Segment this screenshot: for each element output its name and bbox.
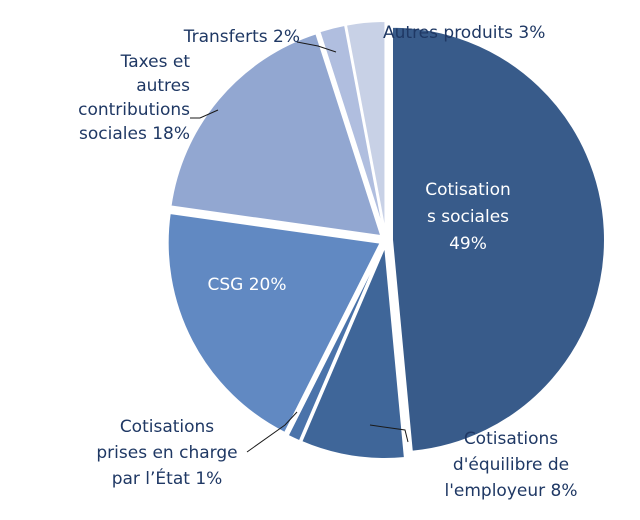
leader-line-5 [296,41,337,53]
slice-label-6: Autres produits 3% [383,23,545,43]
slice-label-4-line-0: Taxes et [120,52,191,72]
slice-label-5: Transferts 2% [183,27,300,47]
slice-label-2: Cotisations prises en charge par l’État 1% [96,417,237,489]
leader-line-2 [246,411,298,453]
slice-label-0-line-2: 49% [449,234,487,254]
slice-label-4-line-3: sociales 18% [79,124,190,144]
pie-slices [166,20,606,460]
leader-line-1 [369,424,409,443]
slice-label-0: Cotisation s sociales 49% [425,180,511,254]
slice-label-4-line-1: autres [136,76,190,96]
pie-slice-6 [344,20,387,235]
slice-label-1-line-1: d'équilibre de [453,455,569,475]
slice-label-2-line-0: Cotisations [120,417,214,437]
slice-label-1: Cotisations d'équilibre de l'employeur 8% [445,429,578,501]
pie-slice-4 [169,32,383,238]
pie-slice-1 [299,245,407,460]
slice-label-1-line-0: Cotisations [464,429,558,449]
pie-slice-2 [286,244,385,443]
slice-label-3-line-0: CSG 20% [207,275,286,295]
slice-label-2-line-1: prises en charge [96,443,237,463]
slice-label-3: CSG 20% [207,275,286,295]
slice-label-4: Taxes et autres contributions sociales 18% [78,52,190,144]
slice-label-0-line-0: Cotisation [425,180,511,200]
slice-label-1-line-2: l'employeur 8% [445,481,578,501]
slice-label-5-line-0: Transferts 2% [183,27,300,47]
slice-label-6-line-0: Autres produits 3% [383,23,545,43]
slice-label-4-line-2: contributions [78,100,190,120]
leader-lines [190,41,409,453]
pie-slice-0 [390,25,606,453]
slice-label-2-line-2: par l’État 1% [112,467,223,489]
slice-labels: Cotisation s sociales 49% Cotisations d'équi… [78,23,577,501]
slice-label-0-line-1: s sociales [427,207,509,227]
leader-line-4 [190,109,219,119]
pie-slice-3 [166,211,383,435]
